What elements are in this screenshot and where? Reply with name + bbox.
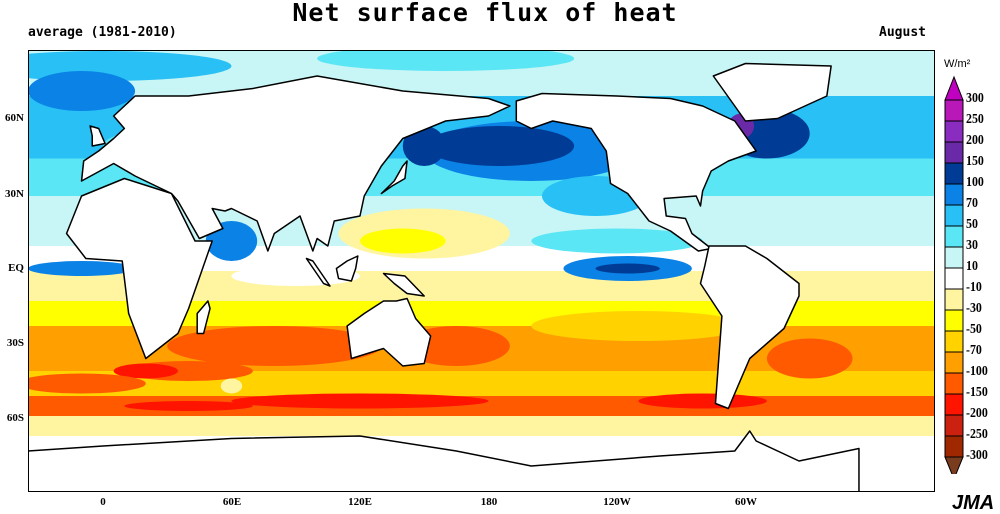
flux-region (167, 326, 382, 366)
colorbar-label: 300 (966, 91, 984, 106)
lat-label: 30N (5, 188, 24, 200)
flux-map (28, 50, 935, 492)
colorbar-bin (944, 141, 964, 164)
colorbar-bin (944, 99, 964, 122)
colorbar-label: 30 (966, 238, 978, 253)
colorbar-label: -70 (966, 343, 982, 358)
flux-region (28, 71, 136, 111)
month-label: August (879, 25, 926, 40)
flux-region (531, 311, 746, 341)
units-label: W/m² (944, 58, 971, 70)
landmass-britain (89, 125, 106, 147)
lon-label: 120W (603, 496, 631, 508)
lat-label: 30S (6, 337, 24, 349)
flux-region (113, 363, 178, 379)
landmass-australia (346, 297, 432, 367)
colorbar-label: -300 (966, 448, 988, 463)
colorbar-bin (944, 435, 964, 458)
colorbar-label: -250 (966, 427, 988, 442)
colorbar-bin (944, 267, 964, 290)
jma-logo: JMA (952, 492, 995, 514)
flux-region (766, 338, 853, 379)
flux-region (28, 373, 146, 394)
landmass-borneo (335, 255, 359, 282)
colorbar (944, 75, 964, 474)
flux-region (124, 401, 253, 411)
flux-region (574, 373, 660, 394)
colorbar-bin (944, 330, 964, 353)
flux-region (231, 266, 360, 286)
landmass-newguinea (382, 272, 425, 297)
landmass-japan (380, 160, 408, 195)
colorbar-label: -50 (966, 322, 982, 337)
colorbar-label: 250 (966, 112, 984, 127)
landmass-sumatra (305, 257, 331, 287)
landmass-eurasia (80, 75, 511, 252)
flux-region (638, 393, 767, 409)
colorbar-label: 150 (966, 154, 984, 169)
landmass-greenland (712, 62, 832, 122)
colorbar-label: 10 (966, 259, 978, 274)
colorbar-top-triangle (944, 75, 964, 101)
map-frame (28, 50, 935, 492)
landmass-africa (65, 177, 213, 360)
colorbar-bin (944, 414, 964, 437)
colorbar-label: -30 (966, 301, 982, 316)
flux-region (595, 263, 660, 274)
colorbar-bin (944, 309, 964, 332)
colorbar-label: 100 (966, 175, 984, 190)
colorbar-label: 70 (966, 196, 978, 211)
colorbar-bin (944, 120, 964, 143)
colorbar-bin (944, 162, 964, 185)
period-label: average (1981-2010) (28, 25, 177, 40)
colorbar-bin (944, 288, 964, 311)
colorbar-bin (944, 372, 964, 395)
lon-label: 180 (480, 496, 498, 508)
lat-label: 60N (5, 112, 24, 124)
lat-label: 60S (6, 412, 24, 424)
colorbar-label: 200 (966, 133, 984, 148)
colorbar-bin (944, 246, 964, 269)
lon-label: 60E (222, 496, 242, 508)
colorbar-bin (944, 183, 964, 206)
flux-region (231, 393, 489, 409)
colorbar-bin (944, 204, 964, 227)
landmass-antarctica (28, 430, 860, 492)
flux-region (402, 126, 446, 166)
colorbar-bottom-triangle (944, 456, 964, 474)
map-title: Net surface flux of heat (292, 0, 678, 27)
lon-label: 0 (100, 496, 106, 508)
lat-label: EQ (8, 262, 24, 274)
flux-region (359, 228, 446, 254)
landmass-madagascar (196, 300, 211, 335)
colorbar-bin (944, 225, 964, 248)
landmass-southamerica (699, 245, 800, 410)
flux-region (317, 50, 575, 71)
lon-label: 120E (348, 496, 372, 508)
flux-region (220, 378, 243, 394)
colorbar-label: 50 (966, 217, 978, 232)
flux-band (28, 416, 935, 436)
landmass-northamerica (515, 92, 757, 252)
north-pacific-max (424, 126, 575, 166)
colorbar-label: -200 (966, 406, 988, 421)
colorbar-bin (944, 393, 964, 416)
lon-label: 60W (735, 496, 757, 508)
flux-region (531, 228, 703, 254)
colorbar-label: -150 (966, 385, 988, 400)
atlantic-cold-tongue (28, 261, 136, 276)
colorbar-label: -10 (966, 280, 982, 295)
colorbar-bin (944, 351, 964, 374)
colorbar-label: -100 (966, 364, 988, 379)
